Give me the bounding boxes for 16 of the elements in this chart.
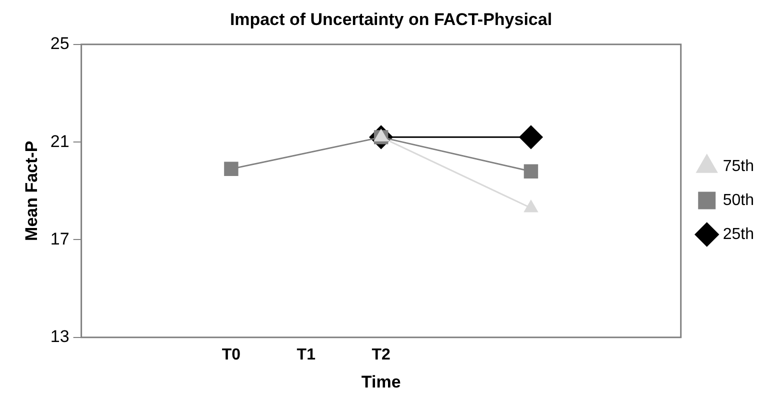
legend-label: 50th <box>722 192 754 209</box>
chart-title: Impact of Uncertainty on FACT-Physical <box>230 10 552 29</box>
x-tick-label: T1 <box>296 346 316 364</box>
point <box>519 125 543 149</box>
y-tick-label: 13 <box>50 327 70 346</box>
y-tick-label: 21 <box>50 132 70 151</box>
point <box>224 162 238 176</box>
legend-label: 25th <box>722 226 754 243</box>
x-tick-label: T2 <box>372 346 391 364</box>
legend-label: 75th <box>722 158 754 175</box>
y-tick-label: 17 <box>50 229 70 248</box>
x-tick-label: T0 <box>222 346 241 364</box>
x-axis-title: Time <box>361 372 401 392</box>
point <box>524 164 538 178</box>
y-axis-title: Mean Fact-P <box>22 140 41 241</box>
y-tick-label: 25 <box>50 34 70 54</box>
